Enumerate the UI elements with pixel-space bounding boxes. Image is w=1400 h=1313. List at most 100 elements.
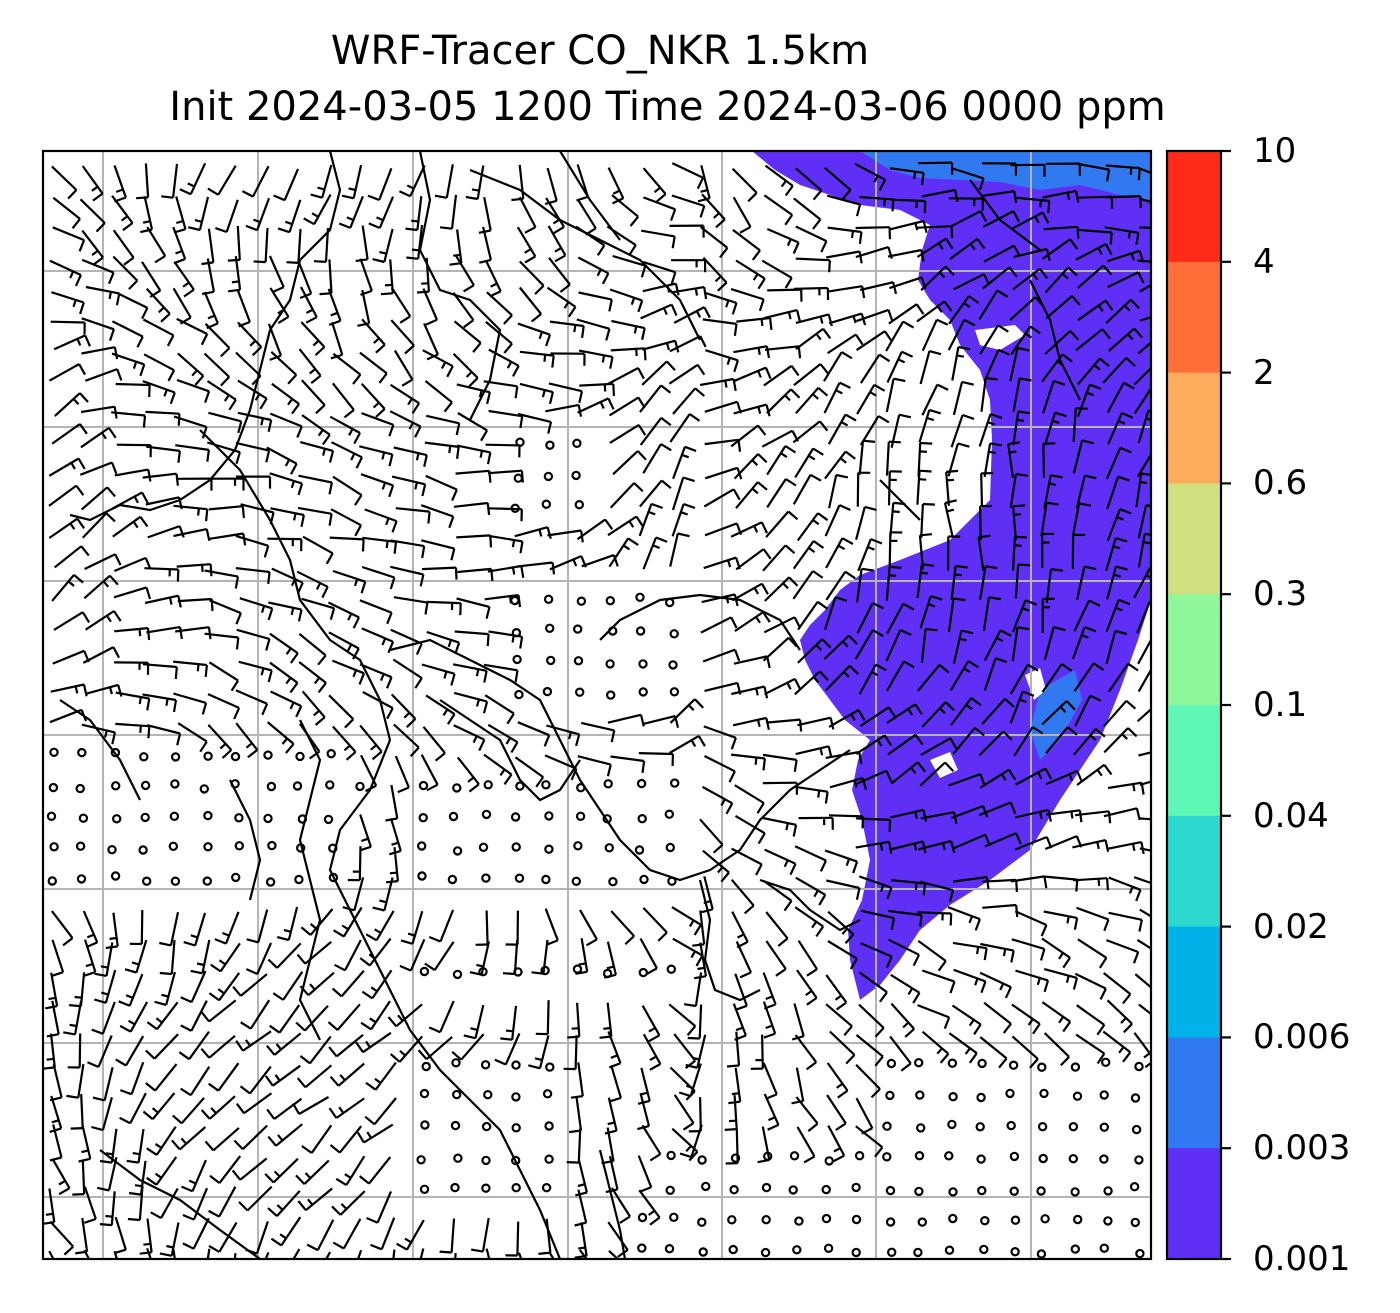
wind-barb	[638, 1189, 661, 1226]
wind-barb	[342, 877, 365, 912]
calm-wind-circle	[296, 843, 306, 853]
colorbar-segment	[1167, 483, 1221, 595]
wind-barb	[236, 628, 271, 651]
wind-barb	[81, 258, 115, 285]
wind-barb	[171, 1126, 207, 1151]
wind-barb	[154, 971, 176, 1006]
wind-barb	[1077, 264, 1113, 289]
wind-barb	[390, 287, 412, 324]
wind-barb	[451, 1033, 485, 1061]
wind-barb	[240, 999, 271, 1030]
wind-barb	[485, 443, 521, 458]
calm-wind-circle	[297, 814, 308, 824]
wind-barb	[1077, 195, 1114, 209]
wind-barb	[80, 426, 117, 449]
wind-barb	[827, 413, 857, 445]
wind-barb	[544, 167, 558, 206]
wind-barb	[1009, 296, 1045, 321]
wind-barb	[1072, 728, 1106, 756]
calm-wind-circle	[230, 779, 240, 789]
wind-barb	[50, 320, 86, 335]
wind-barb	[264, 1251, 270, 1259]
wind-barb	[331, 441, 363, 469]
calm-wind-circle	[823, 1243, 834, 1254]
wind-barb	[917, 940, 947, 972]
wind-barb	[855, 226, 891, 240]
wind-barb	[824, 849, 859, 874]
calm-wind-circle	[944, 1151, 954, 1161]
wind-barb	[267, 1190, 301, 1217]
wind-barb	[947, 906, 981, 931]
wind-barb	[828, 709, 866, 728]
wind-barb	[794, 906, 825, 938]
wind-barb	[83, 939, 97, 977]
wind-barb	[208, 1186, 237, 1218]
wind-barb	[270, 1216, 302, 1247]
wind-barb	[765, 510, 799, 538]
wind-barb	[579, 382, 615, 396]
calm-wind-circle	[510, 595, 520, 606]
calm-wind-circle	[481, 809, 492, 820]
calm-wind-circle	[1039, 1088, 1049, 1099]
wind-barb	[277, 199, 302, 234]
wind-barb	[979, 768, 1017, 789]
wind-barb	[766, 445, 797, 476]
wind-barb	[421, 539, 456, 561]
calm-wind-circle	[761, 1182, 772, 1193]
wind-barb	[671, 906, 702, 936]
wind-barb	[48, 363, 86, 382]
wind-barb	[208, 972, 241, 1002]
wind-barb	[1071, 502, 1092, 538]
wind-barb	[338, 195, 364, 229]
wind-barb	[359, 599, 393, 625]
calm-wind-circle	[140, 812, 150, 823]
wind-barb	[528, 1035, 550, 1070]
wind-barb	[919, 880, 955, 903]
wind-barb	[948, 773, 986, 787]
wind-barb	[609, 288, 644, 313]
wind-barb	[84, 368, 123, 382]
wind-barb	[824, 596, 848, 630]
wind-barb	[54, 392, 89, 417]
wind-barb	[206, 441, 241, 465]
calm-wind-circle	[47, 876, 58, 886]
wind-barb	[1043, 626, 1066, 661]
wind-barb	[612, 450, 647, 476]
wind-barb	[888, 303, 925, 325]
calm-wind-circle	[480, 1060, 491, 1070]
wind-barb	[145, 1033, 179, 1060]
wind-barb	[983, 657, 1008, 691]
calm-wind-circle	[1070, 1062, 1081, 1072]
wind-barb	[144, 567, 180, 582]
wind-barb	[1011, 1003, 1041, 1035]
wind-barb	[1041, 937, 1071, 969]
wind-barb	[359, 663, 393, 689]
wind-barb	[763, 194, 794, 226]
wind-barb	[1044, 330, 1080, 355]
wind-barb	[488, 348, 520, 377]
calm-wind-circle	[667, 876, 677, 886]
wind-barb	[704, 755, 736, 783]
map-frame	[41, 149, 1153, 1261]
wind-barb	[1136, 452, 1151, 478]
wind-barb	[81, 317, 115, 341]
wind-barb	[1105, 164, 1141, 181]
calm-wind-circle	[977, 1058, 987, 1069]
calm-wind-circle	[1129, 1181, 1140, 1192]
wind-barb	[48, 484, 85, 507]
wind-barb	[173, 261, 195, 298]
wind-barb	[826, 879, 861, 900]
wind-barb	[1137, 637, 1151, 665]
wind-barb	[142, 663, 178, 680]
wind-barb	[639, 937, 658, 976]
colorbar-segment	[1167, 261, 1221, 374]
wind-barb	[387, 1003, 423, 1028]
wind-barb	[673, 306, 711, 324]
calm-wind-circle	[169, 811, 180, 822]
wind-barb	[793, 197, 822, 230]
calm-wind-circle	[729, 1184, 739, 1195]
wind-barb	[428, 1000, 455, 1034]
wind-barb	[825, 1003, 853, 1037]
calm-wind-circle	[453, 1153, 463, 1163]
